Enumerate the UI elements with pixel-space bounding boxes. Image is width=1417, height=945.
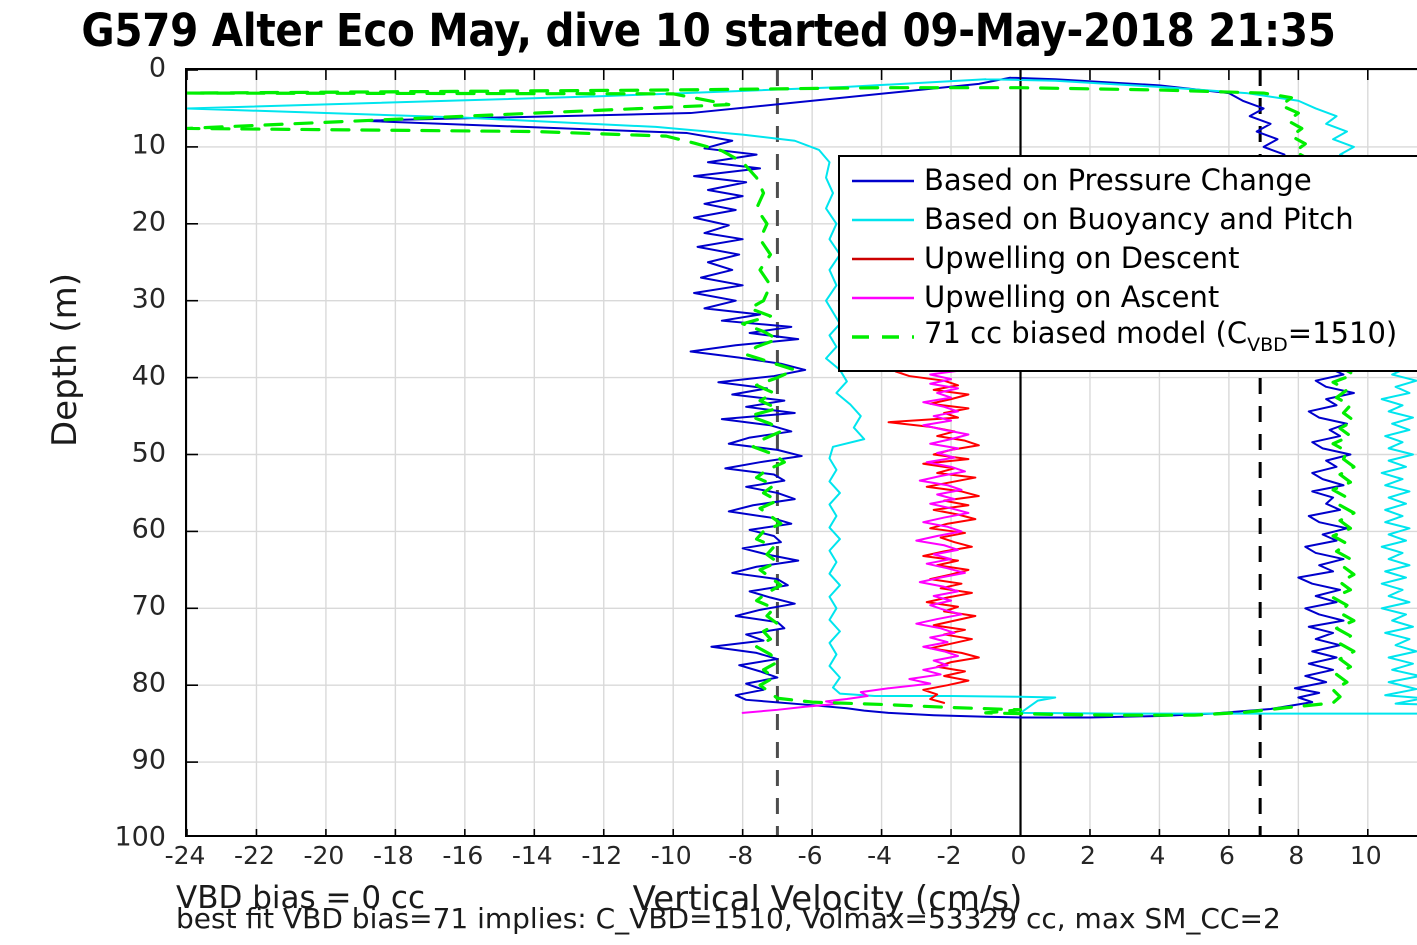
legend-entry[interactable]: Based on Buoyancy and Pitch xyxy=(840,200,1417,239)
x-tick-label: -16 xyxy=(442,841,484,870)
legend-entry[interactable]: 71 cc biased model (CVBD=1510) xyxy=(840,317,1417,356)
x-tick-label: -12 xyxy=(581,841,623,870)
x-tick-label: -8 xyxy=(728,841,754,870)
x-tick-label: -24 xyxy=(164,841,206,870)
legend-entry[interactable]: Upwelling on Descent xyxy=(840,239,1417,278)
x-tick-label: -6 xyxy=(797,841,823,870)
y-tick-label: 90 xyxy=(131,744,166,776)
legend-box[interactable]: Based on Pressure Change Based on Buoyanc… xyxy=(838,155,1417,372)
tick-marks xyxy=(187,70,1369,835)
legend-line-sample xyxy=(852,288,914,308)
legend-label: 71 cc biased model (CVBD=1510) xyxy=(924,315,1398,356)
legend-line-sample xyxy=(852,249,914,269)
x-tick-label: 10 xyxy=(1349,841,1382,870)
y-tick-label: 0 xyxy=(148,52,166,84)
y-tick-label: 40 xyxy=(131,360,166,392)
plot-area: Based on Pressure Change Based on Buoyanc… xyxy=(185,68,1417,837)
y-tick-label: 20 xyxy=(131,206,166,238)
legend-label: Upwelling on Descent xyxy=(924,241,1240,275)
x-axis-tick-labels: -24-22-20-18-16-14-12-10-8-6-4-202468101… xyxy=(165,841,1417,881)
x-tick-label: -20 xyxy=(303,841,345,870)
legend-line-sample xyxy=(852,210,914,230)
series-line-2 xyxy=(887,305,984,704)
y-tick-label: 30 xyxy=(131,283,166,315)
y-tick-label: 70 xyxy=(131,590,166,622)
annotation-vbd-bias: VBD bias = 0 cc xyxy=(176,880,425,916)
legend-entry[interactable]: Upwelling on Ascent xyxy=(840,278,1417,317)
legend-label: Based on Buoyancy and Pitch xyxy=(924,202,1354,236)
x-tick-label: -2 xyxy=(936,841,962,870)
x-tick-label: 4 xyxy=(1149,841,1166,870)
series-line-3 xyxy=(741,305,1005,714)
x-tick-label: 6 xyxy=(1218,841,1235,870)
legend-label: Based on Pressure Change xyxy=(924,163,1312,197)
x-tick-label: 8 xyxy=(1288,841,1305,870)
legend-line-sample xyxy=(852,171,914,191)
x-tick-label: -10 xyxy=(650,841,692,870)
x-tick-label: -4 xyxy=(867,841,893,870)
x-axis-label: Vertical Velocity (cm/s) xyxy=(632,879,1023,919)
y-tick-label: 80 xyxy=(131,667,166,699)
y-tick-label: 60 xyxy=(131,513,166,545)
legend-entry[interactable]: Based on Pressure Change xyxy=(840,161,1417,200)
x-tick-label: -18 xyxy=(372,841,414,870)
y-tick-label: 10 xyxy=(131,129,166,161)
annotation-best-fit: best fit VBD bias=71 implies: C_VBD=1510… xyxy=(176,902,1281,935)
figure-title: G579 Alter Eco May, dive 10 started 09-M… xyxy=(81,4,1336,57)
legend-label: Upwelling on Ascent xyxy=(924,280,1220,314)
x-tick-label: 0 xyxy=(1010,841,1027,870)
x-tick-label: 2 xyxy=(1080,841,1096,870)
y-tick-label: 50 xyxy=(131,437,166,468)
y-axis-label: Depth (m) xyxy=(45,272,85,448)
y-tick-label: 100 xyxy=(114,821,166,853)
x-tick-label: -22 xyxy=(234,841,275,870)
x-tick-label: -14 xyxy=(511,841,553,870)
legend-line-sample xyxy=(852,327,914,347)
y-axis-tick-labels: 0 10 20 30 40 50 60 70 80 90 100 xyxy=(0,53,180,853)
